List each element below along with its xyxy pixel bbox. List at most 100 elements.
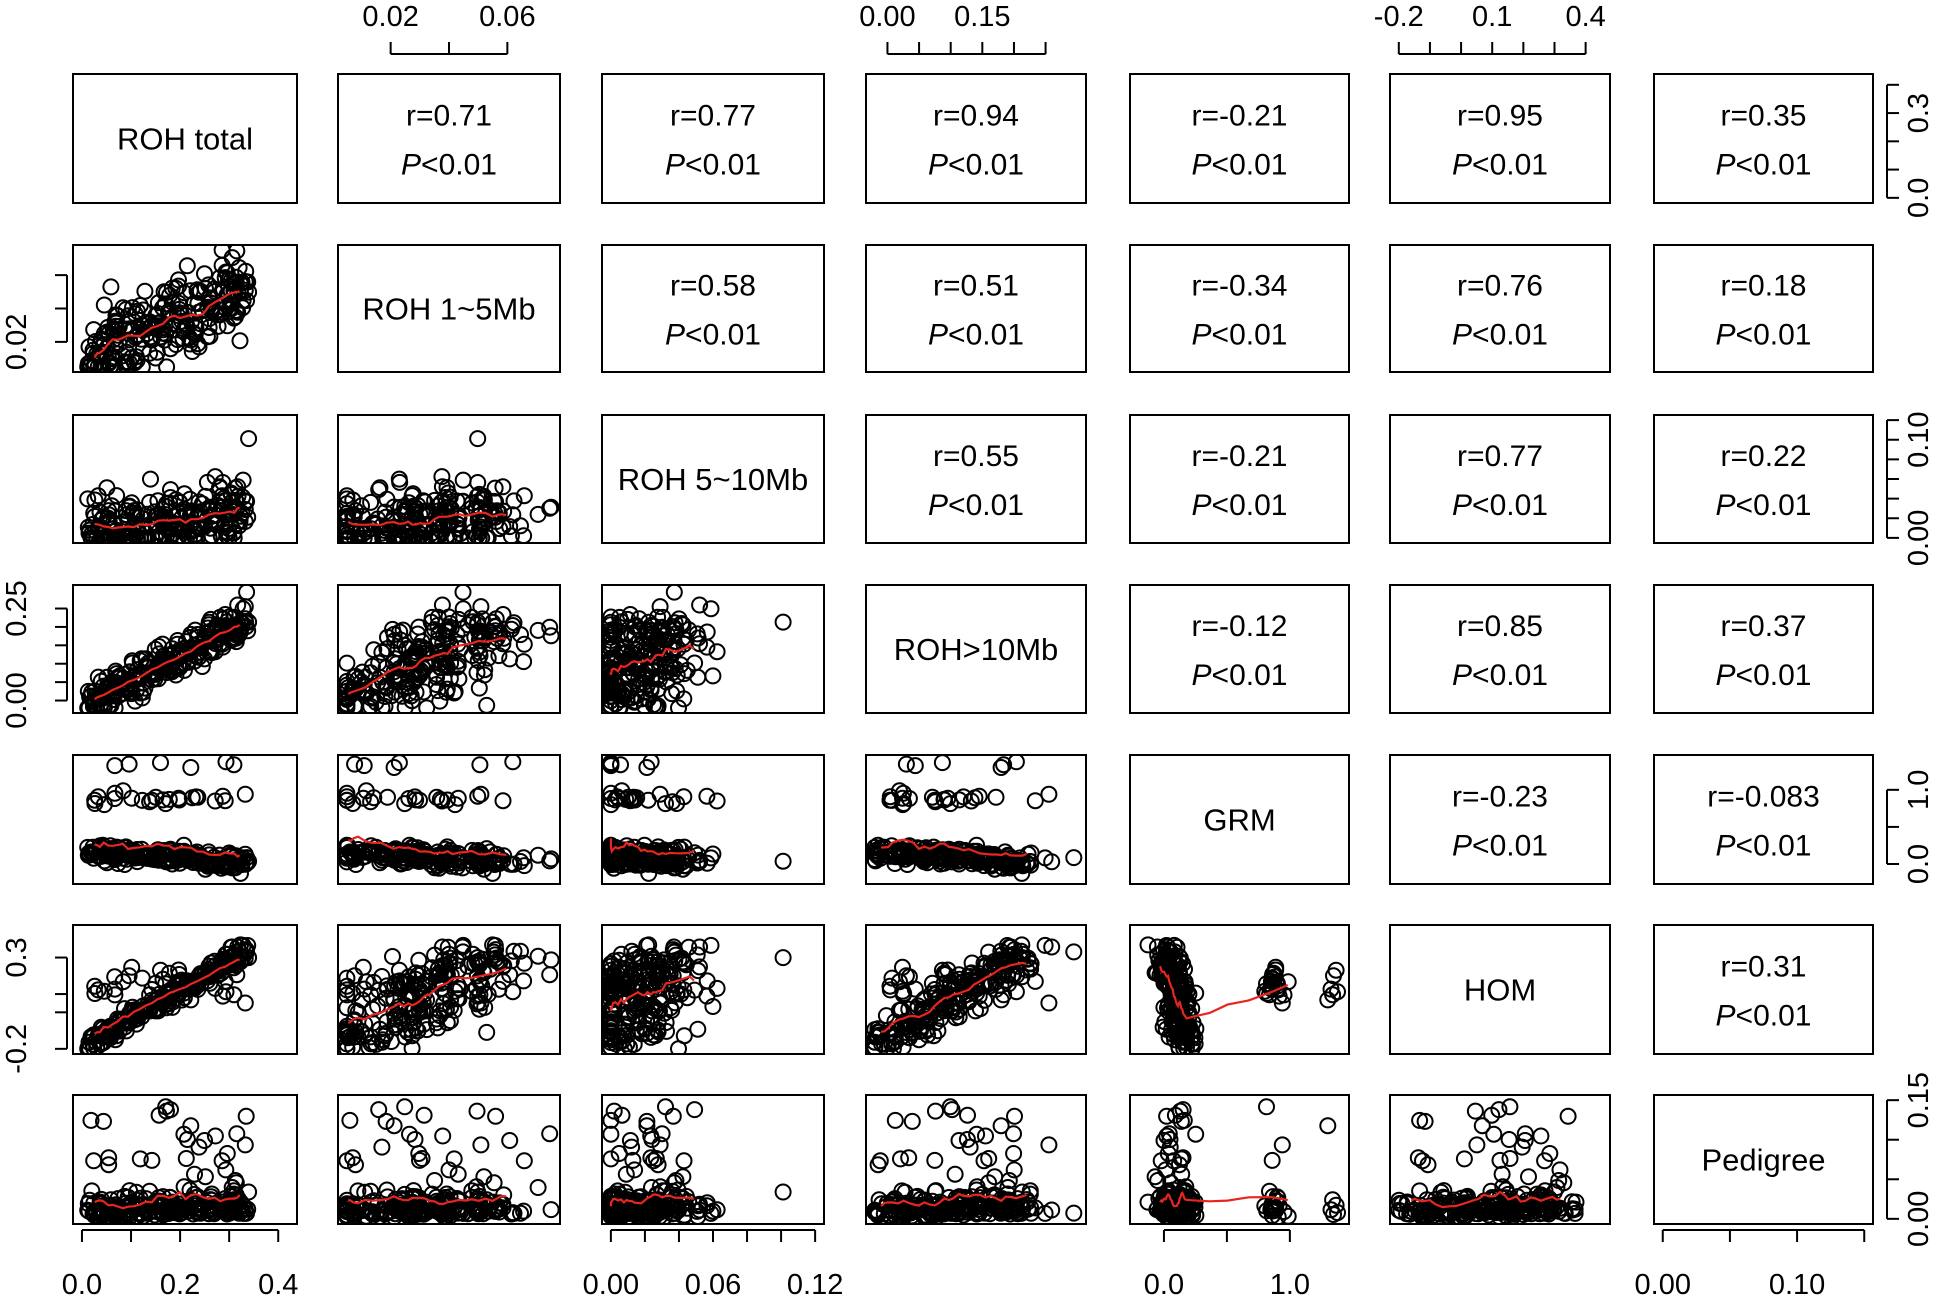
- data-point: [163, 850, 181, 868]
- p-threshold: <0.01: [1212, 659, 1288, 692]
- data-point: [917, 849, 934, 867]
- data-point: [494, 478, 512, 496]
- panel-frame: [337, 73, 561, 204]
- data-point: [376, 688, 394, 705]
- data-point: [338, 695, 356, 713]
- p-symbol: P: [1452, 489, 1472, 522]
- panel-1-2: r=0.58P<0.01: [601, 244, 825, 373]
- data-point: [469, 613, 487, 631]
- data-point: [1040, 994, 1058, 1012]
- data-point: [413, 965, 431, 983]
- data-point: [95, 296, 113, 314]
- data-point: [992, 759, 1010, 776]
- panel-2-1: [337, 414, 561, 544]
- data-point: [136, 282, 154, 300]
- data-point: [689, 1197, 707, 1215]
- panel-frame: [72, 244, 298, 373]
- data-point: [644, 973, 662, 991]
- data-point: [602, 755, 620, 773]
- data-point: [950, 1132, 968, 1149]
- data-point: [702, 1204, 720, 1222]
- data-point: [675, 1152, 693, 1170]
- data-point: [691, 938, 709, 956]
- data-point: [385, 529, 403, 543]
- p-value-label: P<0.01: [665, 149, 761, 182]
- smoother-line: [1159, 965, 1289, 1020]
- data-point: [83, 1182, 101, 1200]
- data-point: [373, 643, 391, 661]
- panel-frame: [1389, 244, 1611, 373]
- data-point: [651, 670, 668, 688]
- panel-2-0: [72, 414, 298, 544]
- data-point: [98, 479, 116, 497]
- data-point: [441, 669, 459, 687]
- data-point: [143, 331, 161, 349]
- data-point: [478, 529, 496, 543]
- data-point: [445, 1001, 463, 1019]
- panel-frame: [337, 584, 561, 714]
- data-point: [666, 994, 684, 1012]
- data-point: [618, 1009, 636, 1027]
- data-point: [494, 635, 512, 653]
- data-point: [935, 791, 953, 809]
- data-point: [448, 990, 466, 1008]
- data-point: [143, 991, 161, 1009]
- data-point: [384, 948, 401, 965]
- p-value-label: P<0.01: [1452, 830, 1548, 863]
- data-point: [605, 1102, 623, 1120]
- data-point: [190, 493, 208, 511]
- data-point: [1160, 1125, 1178, 1143]
- data-point: [1005, 1161, 1023, 1179]
- data-point: [102, 1191, 120, 1209]
- correlation-label: r=-0.12: [1192, 610, 1288, 643]
- data-point: [472, 785, 490, 803]
- data-point: [1139, 936, 1157, 954]
- data-point: [1161, 1131, 1179, 1148]
- p-value-label: P<0.01: [1192, 659, 1288, 692]
- data-point: [450, 854, 468, 872]
- data-point: [1006, 1107, 1023, 1125]
- data-point: [873, 1195, 891, 1213]
- data-point: [190, 1199, 208, 1217]
- data-point: [441, 1012, 459, 1030]
- panel-6-0: [72, 1094, 298, 1225]
- data-point: [602, 957, 620, 975]
- data-point: [347, 1199, 365, 1217]
- data-point: [644, 1199, 662, 1217]
- p-threshold: <0.01: [948, 489, 1024, 522]
- correlation-label: r=0.31: [1721, 951, 1807, 984]
- data-point: [213, 635, 231, 653]
- smoother-line: [347, 1195, 507, 1205]
- data-point: [190, 639, 208, 657]
- scatter-points: [602, 585, 792, 713]
- data-point: [95, 1112, 112, 1130]
- data-point: [494, 606, 512, 623]
- panel-frame: [72, 924, 298, 1055]
- p-value-label: P<0.01: [1716, 659, 1812, 692]
- data-point: [708, 979, 726, 997]
- data-point: [490, 980, 508, 998]
- panel-1-6: r=0.18P<0.01: [1653, 244, 1874, 373]
- data-point: [338, 654, 356, 672]
- p-threshold: <0.01: [1212, 319, 1288, 352]
- panel-frame: [865, 244, 1087, 373]
- data-point: [406, 788, 424, 806]
- data-point: [675, 857, 693, 875]
- data-point: [220, 520, 237, 538]
- data-point: [698, 787, 716, 805]
- data-point: [92, 526, 110, 543]
- scatter-points: [602, 936, 792, 1054]
- data-point: [1325, 967, 1342, 985]
- data-point: [222, 629, 240, 647]
- data-point: [648, 957, 666, 974]
- data-point: [926, 1151, 944, 1169]
- data-point: [100, 502, 118, 520]
- correlation-label: r=0.18: [1721, 270, 1807, 303]
- data-point: [1273, 1136, 1291, 1154]
- data-point: [505, 614, 523, 632]
- data-point: [668, 682, 686, 700]
- data-point: [619, 610, 637, 628]
- data-point: [114, 782, 132, 800]
- data-point: [481, 501, 499, 519]
- data-point: [618, 845, 636, 863]
